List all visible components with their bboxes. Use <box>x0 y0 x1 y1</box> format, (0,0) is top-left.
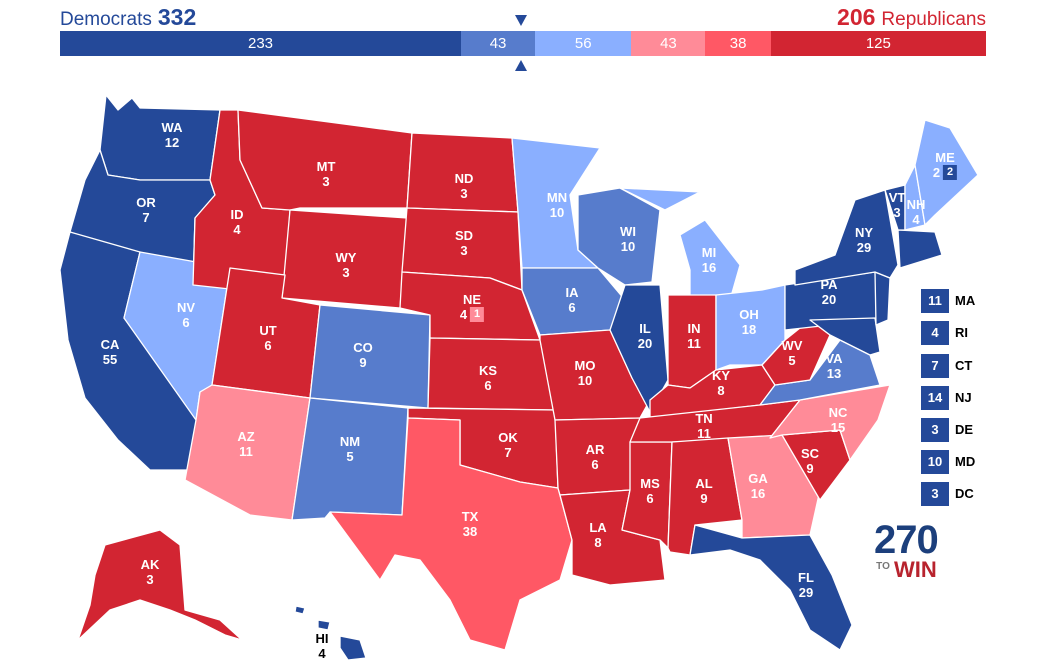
bar-segment-3: 43 <box>631 31 706 56</box>
label-MS: MS 6 <box>640 476 660 506</box>
bar-segment-5: 125 <box>770 31 986 56</box>
270towin-logo[interactable]: 270 TO WIN <box>872 518 952 584</box>
small-state-MD[interactable]: 10 MD <box>921 450 1001 474</box>
logo-win: WIN <box>894 557 937 582</box>
label-NM: NM 5 <box>339 434 361 464</box>
label-MT: MT 3 <box>316 159 336 189</box>
state-NE-states[interactable] <box>897 229 943 269</box>
label-SD: SD 3 <box>454 228 474 258</box>
label-VA: VA 13 <box>825 351 843 381</box>
270-marker-bottom <box>515 60 527 71</box>
label-HI: HI 4 <box>315 631 329 661</box>
label-IL: IL 20 <box>637 321 653 351</box>
us-map-svg <box>59 94 979 661</box>
label-AZ: AZ 11 <box>237 429 255 459</box>
label-OH: OH 18 <box>739 307 759 337</box>
state-MD[interactable] <box>809 317 881 356</box>
democrats-label: Democrats <box>60 9 152 30</box>
label-LA: LA 8 <box>589 520 607 550</box>
270-marker-top <box>515 15 527 26</box>
us-map <box>0 80 1050 670</box>
label-WA: WA 12 <box>161 120 183 150</box>
small-state-MA[interactable]: 11 MA <box>921 289 1001 313</box>
democrats-total: 332 <box>157 4 197 30</box>
bar-segment-1: 43 <box>461 31 536 56</box>
logo-to: TO <box>876 561 890 572</box>
label-KY: KY 8 <box>711 368 731 398</box>
bar-segment-4: 38 <box>705 31 771 56</box>
label-WY: WY 3 <box>335 250 357 280</box>
label-NY: NY 29 <box>854 225 874 255</box>
label-WI: WI 10 <box>620 224 636 254</box>
republicans-tally: 206 Republicans <box>837 4 986 31</box>
label-FL: FL 29 <box>798 570 814 600</box>
state-HI[interactable] <box>294 605 367 661</box>
label-IA: IA 6 <box>565 285 579 315</box>
republicans-label: Republicans <box>881 9 986 30</box>
ev-header: Democrats 332 206 Republicans 233 43 56 43 38 1… <box>0 0 1050 80</box>
label-IN: IN 11 <box>687 321 701 351</box>
small-state-DE[interactable]: 3 DE <box>921 418 1001 442</box>
ne-district-square: 1 <box>470 307 485 322</box>
label-KS: KS 6 <box>478 363 498 393</box>
label-SC: SC 9 <box>800 446 820 476</box>
label-ND: ND 3 <box>454 171 474 201</box>
state-AK[interactable] <box>77 529 243 641</box>
label-PA: PA 20 <box>820 277 838 307</box>
label-GA: GA 16 <box>748 471 768 501</box>
label-TN: TN 11 <box>695 411 713 441</box>
electoral-vote-bar: 233 43 56 43 38 125 <box>60 31 986 56</box>
state-FL[interactable] <box>689 524 853 651</box>
state-NJ[interactable] <box>874 271 891 326</box>
logo-270: 270 <box>874 518 939 562</box>
label-NV: NV 6 <box>176 300 196 330</box>
label-TX: TX 38 <box>461 509 479 539</box>
label-UT: UT 6 <box>259 323 277 353</box>
label-NC: NC 15 <box>828 405 848 435</box>
small-state-RI[interactable]: 4 RI <box>921 321 1001 345</box>
me-district-square: 2 <box>943 165 958 180</box>
label-AK: AK 3 <box>140 557 160 587</box>
label-MN: MN 10 <box>546 190 568 220</box>
label-OR: OR 7 <box>136 195 156 225</box>
label-MO: MO 10 <box>574 358 596 388</box>
label-CA: CA 55 <box>100 337 120 367</box>
state-shapes <box>59 94 979 661</box>
label-AR: AR 6 <box>585 442 605 472</box>
bar-segment-2: 56 <box>535 31 632 56</box>
state-WA[interactable] <box>99 94 221 181</box>
state-TX[interactable] <box>329 417 573 651</box>
label-WV: WV 5 <box>781 338 803 368</box>
state-NY[interactable] <box>794 189 899 286</box>
democrats-tally: Democrats 332 <box>60 4 196 31</box>
label-AL: AL 9 <box>695 476 713 506</box>
small-state-DC[interactable]: 3 DC <box>921 482 1001 506</box>
bar-segment-0: 233 <box>60 31 462 56</box>
republicans-total: 206 <box>837 4 876 30</box>
label-MI: MI 16 <box>701 245 717 275</box>
label-ID: ID 4 <box>230 207 244 237</box>
label-NH: NH 4 <box>906 197 926 227</box>
label-CO: CO 9 <box>353 340 373 370</box>
small-state-NJ[interactable]: 14 NJ <box>921 386 1001 410</box>
label-VT: VT 3 <box>888 190 906 220</box>
label-OK: OK 7 <box>498 430 518 460</box>
small-state-CT[interactable]: 7 CT <box>921 354 1001 378</box>
